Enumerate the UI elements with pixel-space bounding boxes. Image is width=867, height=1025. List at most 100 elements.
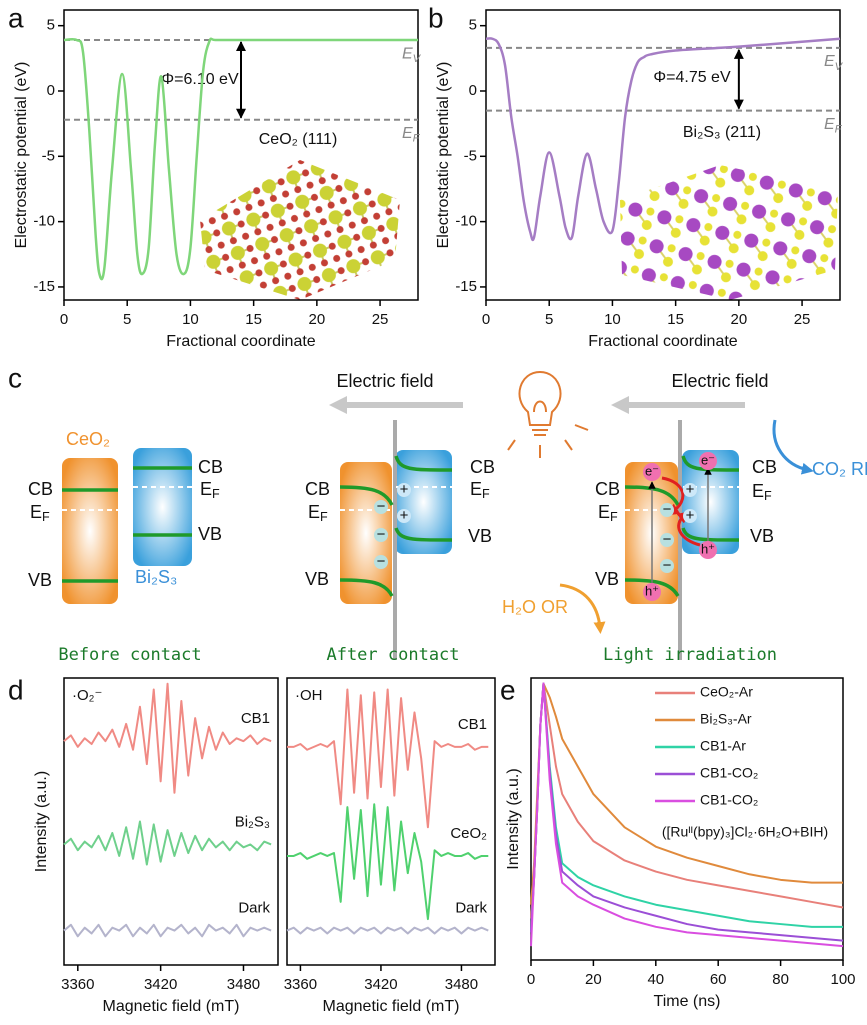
material-label: Bi₂S₃ [135,567,177,587]
x-tick-label: 3360 [61,976,94,993]
cb-label: CB [752,457,777,477]
vb-label: VB [28,570,52,590]
x-tick-label: 15 [245,311,262,328]
subscript: F [212,487,220,501]
crystal-structure [620,165,838,300]
y-tick-label: 5 [47,17,55,34]
ef-label: EF [752,481,772,504]
y-tick-label: -10 [33,213,55,230]
chart-title: ·O₂⁻ [72,687,102,704]
series-label: CB1 [241,710,270,727]
x-tick-label: 0 [60,311,68,328]
lightbulb [507,370,589,458]
ef-label: EF [598,502,618,525]
series-line [63,682,272,794]
cb-line [394,455,453,472]
series-label: CB1 [458,716,487,733]
x-tick-label: 20 [309,311,326,328]
bi2s3-band [395,450,452,554]
series-label: Dark [455,900,487,917]
cb-label: CB [305,479,330,499]
vb-label: VB [595,569,619,589]
charges: − − − + + [374,481,411,570]
y-axis-label: Intensity (a.u.) [505,768,522,869]
panel-label: a [8,2,24,33]
minus: − [377,526,386,543]
series-line [530,682,844,948]
plus: + [400,507,409,524]
panel-label: c [8,362,22,393]
legend-label: CB1-CO₂ [700,765,758,781]
stage-caption: Light irradiation [603,645,777,665]
transfer-arrow [676,511,701,547]
vb-label: VB [468,526,492,546]
bi2s3-band [133,448,192,566]
annotation: Φ=4.75 eV [653,69,731,86]
x-tick-label: 20 [731,311,748,328]
legend-label: CeO₂-Ar [700,684,753,700]
electron: e⁻ [645,463,659,478]
before-contact: CeO₂ Bi₂S₃ CB EF VB CB EF VB Before cont… [28,429,223,665]
hole: h⁺ [701,541,715,556]
x-tick-label: 25 [794,311,811,328]
reaction-arrow [559,583,606,634]
series-label: Bi₂S₃ [235,813,270,830]
annotation: Bi₂S₃ (211) [683,124,761,141]
subscript: V [413,53,422,65]
x-tick-label: 3480 [445,976,478,993]
annotation: Φ=6.10 eV [161,71,239,88]
transfer-arrow [661,476,685,516]
x-tick-label: 100 [830,971,855,988]
y-axis-label: Intensity (a.u.) [33,771,50,872]
subscript: F [413,133,421,145]
cb-label: CB [198,457,223,477]
y-tick-label: -5 [464,147,477,164]
subscript: V [835,61,844,73]
series-line [287,803,489,921]
x-tick-label: 25 [372,311,389,328]
x-tick-label: 5 [123,311,131,328]
subscript: F [835,124,843,136]
series-line [530,682,843,905]
electron: e⁻ [701,452,715,467]
minus: − [663,557,672,574]
vb-line [394,527,453,542]
y-tick-label: -15 [455,278,477,295]
series-label: CeO₂ [450,825,487,842]
subscript: F [610,510,618,524]
series-line [63,923,272,938]
cb-label: CB [595,479,620,499]
x-tick-label: 5 [545,311,553,328]
x-axis-label: Fractional coordinate [588,333,738,350]
x-tick-label: 60 [710,971,727,988]
series-line [530,682,844,942]
chart-title: ·OH [295,687,323,704]
x-tick-label: 0 [482,311,490,328]
plot-frame [530,677,844,961]
subscript: F [42,510,50,524]
plus: + [400,481,409,498]
vb-line [624,578,680,597]
plot-frame [63,677,279,966]
x-axis-label: Magnetic field (mT) [323,998,460,1015]
material-label: CeO₂ [66,429,110,449]
hole: h⁺ [645,583,659,598]
x-axis-label: Time (ns) [654,993,721,1010]
series-line [286,926,489,935]
series-label: Dark [238,900,270,917]
plot-frame [286,677,496,966]
series-line [63,37,418,281]
y-tick-label: -15 [33,278,55,295]
ef-label: EF [200,479,220,502]
cb-label: CB [28,479,53,499]
cb-line [339,485,394,506]
ef-label: EF [308,502,328,525]
legend-label: Bi₂S₃-Ar [700,711,752,727]
annotation: ([Ruᴵᴵ(bpy)₃]Cl₂·6H₂O+BIH) [662,824,828,840]
y-tick-label: -5 [42,147,55,164]
x-tick-label: 3360 [284,976,317,993]
y-tick-label: 0 [47,82,55,99]
vb-label: VB [305,569,329,589]
plus: + [686,507,695,524]
